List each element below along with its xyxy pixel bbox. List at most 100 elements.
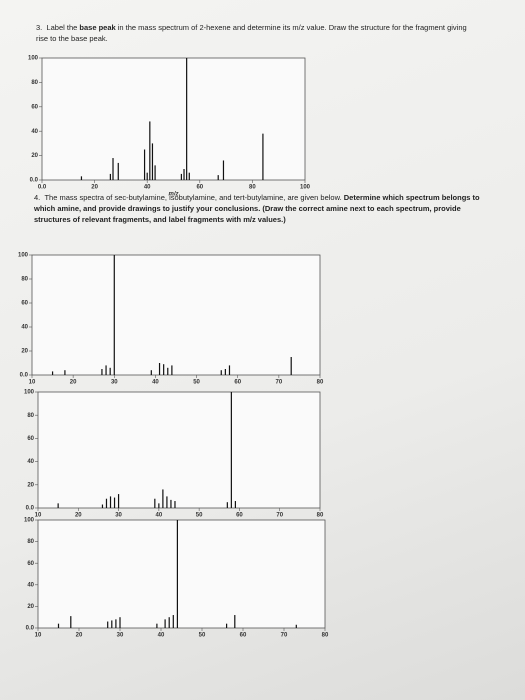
x-tick-label: 30 bbox=[115, 513, 122, 519]
peak bbox=[107, 621, 109, 628]
x-tick-label: 80 bbox=[317, 513, 324, 519]
peak bbox=[262, 133, 264, 180]
peak bbox=[226, 623, 228, 628]
peak bbox=[217, 175, 219, 180]
x-tick-label: 80 bbox=[249, 185, 256, 191]
peak bbox=[163, 364, 165, 375]
x-tick-label: 60 bbox=[236, 513, 243, 519]
x-tick-label: 60 bbox=[240, 633, 247, 639]
peak bbox=[57, 503, 59, 508]
peak bbox=[183, 169, 185, 180]
x-tick-label: 0.0 bbox=[38, 185, 47, 191]
peak bbox=[158, 503, 160, 508]
x-tick-label: 40 bbox=[158, 633, 165, 639]
x-tick-label: 40 bbox=[156, 513, 163, 519]
y-tick-label: 40 bbox=[31, 129, 38, 135]
y-tick-label: 80 bbox=[27, 539, 34, 545]
y-tick-label: 0.0 bbox=[30, 178, 39, 184]
peak bbox=[172, 615, 174, 628]
peak bbox=[105, 498, 108, 508]
peak bbox=[171, 365, 173, 375]
y-tick-label: 60 bbox=[27, 436, 34, 442]
y-tick-label: 60 bbox=[27, 561, 34, 567]
x-tick-label: 30 bbox=[111, 380, 118, 386]
y-tick-label: 60 bbox=[31, 104, 38, 110]
plot-frame bbox=[41, 57, 306, 181]
peak bbox=[154, 498, 156, 508]
y-tick-label: 40 bbox=[27, 459, 34, 465]
peak bbox=[234, 501, 236, 508]
peak bbox=[115, 619, 117, 628]
peak bbox=[112, 158, 114, 180]
x-tick-label: 70 bbox=[281, 633, 288, 639]
peak bbox=[150, 370, 152, 375]
y-tick-label: 100 bbox=[24, 518, 35, 524]
question-text: Label the bbox=[46, 23, 80, 32]
peak bbox=[290, 357, 292, 375]
x-tick-label: 20 bbox=[75, 513, 82, 519]
x-tick-label: 20 bbox=[91, 185, 98, 191]
x-axis-label: m/z bbox=[168, 192, 178, 198]
question-4: 4. The mass spectra of sec-butylamine, i… bbox=[34, 192, 489, 225]
x-tick-label: 80 bbox=[317, 380, 324, 386]
question-text: base peak bbox=[79, 23, 116, 32]
peak bbox=[149, 121, 151, 180]
peak bbox=[158, 363, 161, 375]
peak bbox=[168, 617, 170, 628]
y-tick-label: 80 bbox=[21, 277, 28, 283]
x-tick-label: 10 bbox=[35, 633, 42, 639]
y-tick-label: 20 bbox=[31, 153, 38, 159]
plot-frame bbox=[31, 254, 321, 376]
question-text: Determine which spectrum belongs to whic… bbox=[34, 193, 480, 224]
y-tick-label: 40 bbox=[21, 325, 28, 331]
question-number: 3. bbox=[36, 23, 43, 32]
peak bbox=[186, 58, 188, 180]
peak bbox=[154, 165, 156, 180]
peak bbox=[220, 370, 222, 375]
peak bbox=[101, 504, 104, 508]
peak bbox=[167, 367, 169, 375]
y-tick-label: 20 bbox=[27, 482, 34, 488]
x-tick-label: 50 bbox=[193, 380, 200, 386]
peak bbox=[57, 623, 60, 628]
question-3: 3. Label the base peak in the mass spect… bbox=[36, 22, 476, 44]
peak bbox=[146, 172, 148, 180]
peak bbox=[117, 494, 120, 508]
x-tick-label: 10 bbox=[29, 380, 36, 386]
x-tick-label: 80 bbox=[322, 633, 329, 639]
peak bbox=[164, 619, 166, 628]
peak bbox=[109, 496, 112, 508]
peak bbox=[174, 501, 176, 508]
peak bbox=[105, 365, 107, 375]
peak bbox=[51, 371, 54, 375]
question-text: The mass spectra of sec-butylamine, isob… bbox=[44, 193, 344, 202]
peak bbox=[151, 143, 154, 180]
x-tick-label: 40 bbox=[144, 185, 151, 191]
peak bbox=[295, 624, 297, 628]
peak bbox=[170, 499, 172, 508]
y-tick-label: 0.0 bbox=[26, 626, 35, 632]
x-tick-label: 100 bbox=[300, 185, 311, 191]
y-tick-label: 20 bbox=[27, 604, 34, 610]
peak bbox=[156, 623, 158, 628]
y-tick-label: 40 bbox=[27, 582, 34, 588]
x-tick-label: 70 bbox=[276, 513, 283, 519]
peak bbox=[70, 616, 72, 628]
x-tick-label: 30 bbox=[117, 633, 124, 639]
peak bbox=[188, 172, 190, 180]
peak bbox=[111, 620, 113, 628]
x-tick-label: 20 bbox=[76, 633, 83, 639]
y-tick-label: 100 bbox=[18, 253, 29, 259]
y-tick-label: 60 bbox=[21, 301, 28, 307]
peak bbox=[180, 173, 182, 180]
peak bbox=[101, 369, 103, 375]
question-number: 4. bbox=[34, 193, 41, 202]
peak bbox=[166, 496, 168, 508]
x-tick-label: 20 bbox=[70, 380, 77, 386]
peak bbox=[113, 255, 115, 375]
peak bbox=[226, 502, 228, 508]
peak bbox=[162, 489, 164, 508]
x-tick-label: 10 bbox=[35, 513, 42, 519]
peak bbox=[230, 392, 232, 508]
